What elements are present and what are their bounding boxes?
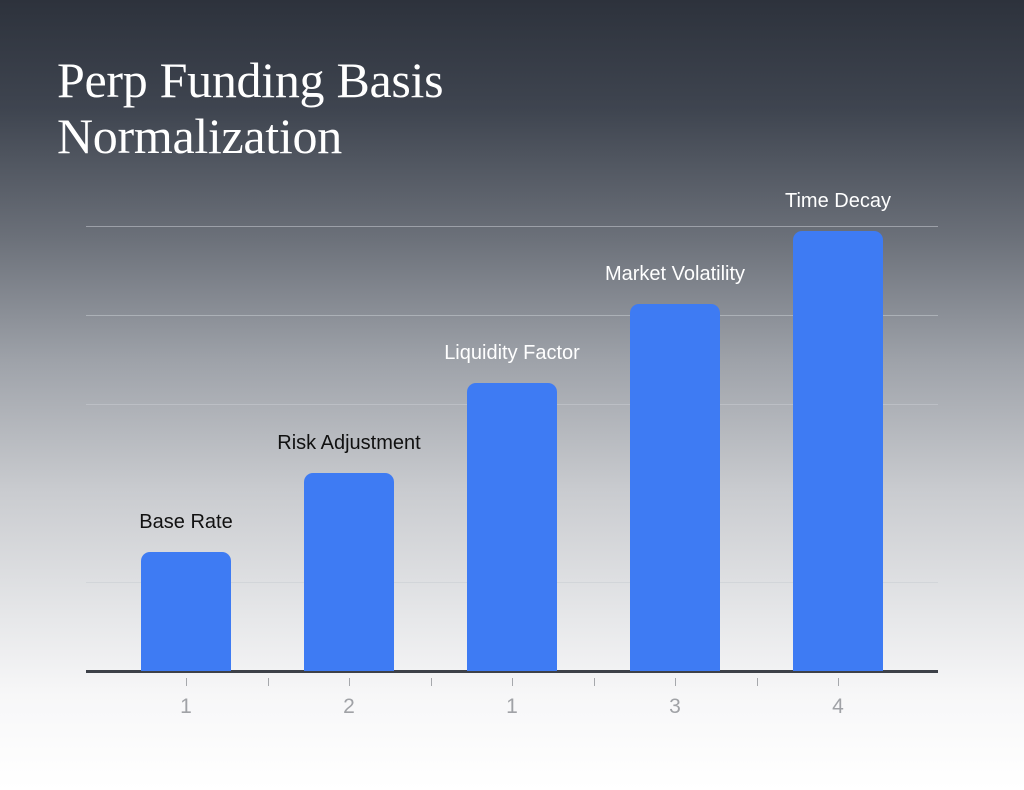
chart-title: Perp Funding Basis Normalization [57, 52, 444, 164]
bar-label: Risk Adjustment [277, 432, 421, 454]
x-axis-tick [186, 678, 187, 686]
x-axis-tick [756, 678, 758, 686]
x-axis-line [86, 670, 938, 673]
x-axis-tick [430, 678, 432, 686]
x-axis-tick-label: 1 [506, 695, 518, 718]
bar-liquidity-factor [467, 383, 557, 671]
x-axis-tick-label: 4 [832, 695, 844, 718]
gridline [86, 226, 938, 227]
bar-label: Market Volatility [604, 263, 746, 285]
bar-label: Time Decay [785, 190, 891, 212]
x-axis-tick [267, 678, 269, 686]
x-axis-tick-label: 3 [669, 695, 681, 718]
bar-base-rate [141, 552, 231, 671]
x-axis-tick [512, 678, 513, 686]
bar-label: Base Rate [139, 511, 233, 533]
bar-time-decay [793, 231, 883, 671]
bar-label: Liquidity Factor [444, 342, 580, 364]
gridline [86, 315, 938, 316]
x-axis-tick [838, 678, 839, 686]
bar-market-volatility [630, 304, 720, 671]
x-axis-tick [675, 678, 676, 686]
x-axis-tick-label: 1 [180, 695, 192, 718]
x-axis-tick [593, 678, 595, 686]
bar-risk-adjustment [304, 473, 394, 671]
x-axis-tick [349, 678, 350, 686]
x-axis-tick-label: 2 [343, 695, 355, 718]
